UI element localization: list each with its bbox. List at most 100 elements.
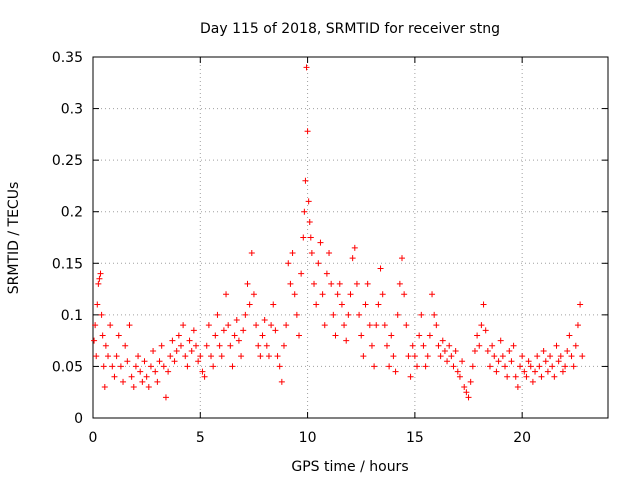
data-point	[240, 327, 247, 334]
data-point	[135, 353, 142, 360]
data-point	[371, 363, 378, 370]
data-point	[238, 353, 245, 360]
data-point	[99, 332, 106, 339]
y-tick-label: 0	[74, 411, 83, 427]
data-point	[195, 358, 202, 365]
y-tick-label: 0.15	[52, 256, 83, 272]
data-point	[411, 353, 418, 360]
data-point	[375, 301, 382, 308]
data-point	[538, 373, 545, 380]
data-point	[356, 311, 363, 318]
data-point	[326, 249, 333, 256]
data-point	[154, 378, 161, 385]
data-point	[223, 291, 230, 298]
data-point	[345, 311, 352, 318]
data-point	[263, 342, 270, 349]
data-point	[171, 358, 178, 365]
data-point	[577, 301, 584, 308]
data-point	[193, 342, 199, 349]
data-point	[111, 373, 118, 380]
data-point	[409, 342, 416, 349]
data-point	[270, 301, 277, 308]
data-point	[435, 342, 442, 349]
data-point	[474, 332, 481, 339]
data-point	[478, 322, 485, 329]
data-point	[152, 368, 159, 375]
data-point	[235, 337, 242, 344]
data-point	[278, 378, 285, 385]
data-point	[101, 384, 108, 391]
data-point	[128, 373, 135, 380]
data-point	[341, 322, 348, 329]
data-point	[456, 373, 463, 380]
data-point	[394, 311, 401, 318]
data-point	[542, 358, 549, 365]
data-point	[349, 255, 356, 262]
data-point	[525, 358, 532, 365]
data-point	[313, 301, 320, 308]
data-point	[570, 363, 577, 370]
y-tick-label: 0.1	[61, 308, 83, 324]
data-point	[300, 234, 307, 241]
data-point	[301, 208, 308, 215]
data-point	[307, 234, 314, 241]
data-point	[321, 322, 328, 329]
data-point	[291, 291, 298, 298]
data-point	[396, 280, 403, 287]
data-point	[229, 363, 236, 370]
data-point	[392, 368, 399, 375]
data-point	[373, 322, 380, 329]
data-point	[259, 332, 266, 339]
data-point	[551, 373, 558, 380]
data-point	[364, 280, 371, 287]
data-point	[390, 353, 397, 360]
chart-title: Day 115 of 2018, SRMTID for receiver stn…	[200, 21, 500, 37]
data-point	[504, 373, 511, 380]
data-point	[272, 327, 279, 334]
data-point	[433, 322, 440, 329]
data-point	[332, 332, 339, 339]
x-tick-label: 15	[406, 430, 424, 446]
data-point	[122, 342, 129, 349]
data-point	[113, 353, 120, 360]
data-point	[506, 347, 513, 354]
data-point	[303, 64, 310, 71]
data-point	[469, 363, 476, 370]
data-point	[351, 244, 358, 251]
data-point	[549, 363, 556, 370]
data-point	[94, 301, 101, 308]
data-point	[293, 311, 300, 318]
data-point	[130, 384, 137, 391]
data-point	[317, 239, 324, 246]
data-point	[289, 249, 296, 256]
data-point	[386, 363, 393, 370]
x-tick-label: 5	[196, 430, 205, 446]
data-point	[540, 347, 547, 354]
data-point	[532, 368, 539, 375]
y-tick-label: 0.05	[52, 359, 83, 375]
data-point	[328, 280, 335, 287]
data-point	[519, 353, 526, 360]
data-point	[499, 353, 506, 360]
data-point	[98, 311, 105, 318]
data-point	[562, 363, 569, 370]
data-point	[145, 384, 152, 391]
data-point	[555, 358, 562, 365]
x-tick-label: 20	[513, 430, 531, 446]
data-point	[319, 291, 326, 298]
data-point	[379, 291, 386, 298]
data-point	[158, 342, 165, 349]
data-point	[109, 363, 116, 370]
data-point	[388, 332, 395, 339]
data-point	[572, 342, 579, 349]
y-tick-label: 0.3	[61, 102, 83, 118]
data-point	[184, 363, 191, 370]
data-point	[489, 342, 496, 349]
data-point	[399, 255, 405, 262]
data-point	[306, 219, 313, 226]
data-point	[308, 249, 315, 256]
data-point	[141, 358, 148, 365]
y-tick-label: 0.35	[52, 50, 83, 66]
data-point	[424, 353, 431, 360]
data-point	[467, 378, 474, 385]
